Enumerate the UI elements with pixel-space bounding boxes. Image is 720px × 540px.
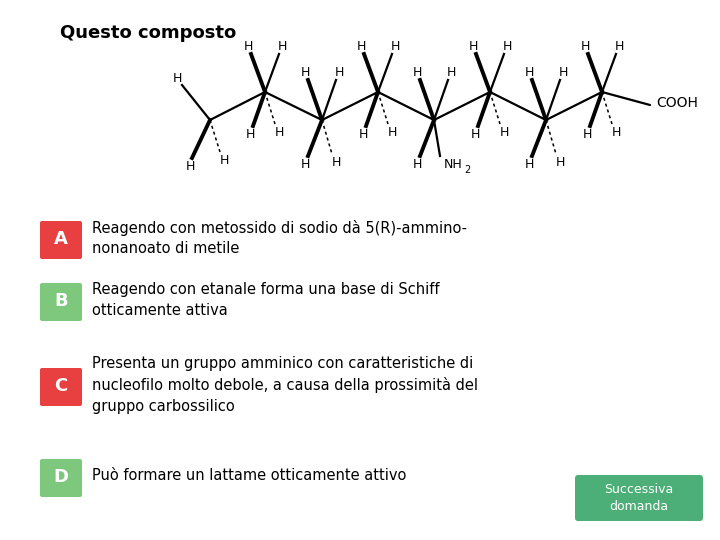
Text: Reagendo con metossido di sodio dà 5(R)-ammino-
nonanoato di metile: Reagendo con metossido di sodio dà 5(R)-… — [92, 220, 467, 256]
Text: H: H — [503, 39, 512, 52]
Text: H: H — [185, 159, 194, 172]
Text: C: C — [55, 377, 68, 395]
Text: H: H — [277, 39, 287, 52]
Text: Reagendo con etanale forma una base di Schiff
otticamente attiva: Reagendo con etanale forma una base di S… — [92, 282, 439, 318]
Text: H: H — [359, 127, 368, 140]
Text: H: H — [387, 125, 397, 138]
FancyBboxPatch shape — [575, 475, 703, 521]
Text: H: H — [274, 125, 284, 138]
Text: H: H — [334, 65, 343, 78]
Text: H: H — [300, 158, 310, 171]
Text: D: D — [53, 468, 68, 486]
Text: H: H — [468, 39, 477, 52]
Text: H: H — [524, 158, 534, 171]
Text: A: A — [54, 230, 68, 248]
Text: NH: NH — [444, 158, 463, 171]
Text: H: H — [331, 156, 341, 168]
Text: H: H — [611, 125, 621, 138]
Text: H: H — [614, 39, 624, 52]
Text: H: H — [499, 125, 509, 138]
Text: Può formare un lattame otticamente attivo: Può formare un lattame otticamente attiv… — [92, 469, 406, 483]
Text: H: H — [172, 71, 181, 84]
Text: Successiva
domanda: Successiva domanda — [604, 483, 674, 513]
Text: H: H — [558, 65, 567, 78]
Text: Presenta un gruppo amminico con caratteristiche di
nucleofilo molto debole, a ca: Presenta un gruppo amminico con caratter… — [92, 356, 478, 414]
Text: B: B — [54, 292, 68, 310]
Text: H: H — [390, 39, 400, 52]
Text: Questo composto: Questo composto — [60, 24, 236, 42]
Text: H: H — [220, 153, 229, 166]
Text: H: H — [555, 156, 564, 168]
Text: H: H — [580, 39, 590, 52]
FancyBboxPatch shape — [40, 459, 82, 497]
Text: H: H — [356, 39, 366, 52]
Text: 2: 2 — [464, 165, 470, 175]
Text: H: H — [413, 158, 422, 171]
Text: H: H — [243, 39, 253, 52]
Text: H: H — [582, 127, 592, 140]
Text: H: H — [446, 65, 456, 78]
FancyBboxPatch shape — [40, 221, 82, 259]
Text: H: H — [300, 65, 310, 78]
Text: H: H — [413, 65, 422, 78]
Text: H: H — [524, 65, 534, 78]
FancyBboxPatch shape — [40, 368, 82, 406]
Text: COOH: COOH — [656, 96, 698, 110]
Text: H: H — [470, 127, 480, 140]
Text: H: H — [246, 127, 255, 140]
FancyBboxPatch shape — [40, 283, 82, 321]
